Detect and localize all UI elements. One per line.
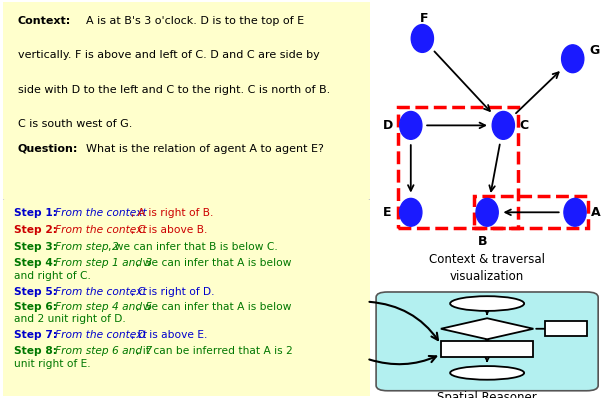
FancyBboxPatch shape bbox=[545, 322, 586, 336]
Text: Step 5:: Step 5: bbox=[14, 287, 57, 297]
Circle shape bbox=[564, 198, 586, 226]
Text: C: C bbox=[519, 119, 528, 132]
Text: Step 3:: Step 3: bbox=[14, 242, 57, 252]
Text: From step 4 and 5: From step 4 and 5 bbox=[55, 302, 152, 312]
Text: Context & traversal: Context & traversal bbox=[429, 253, 545, 266]
FancyBboxPatch shape bbox=[0, 197, 373, 398]
Text: , A is right of B.: , A is right of B. bbox=[132, 208, 214, 218]
Text: From the context: From the context bbox=[55, 225, 147, 235]
Text: , C is above B.: , C is above B. bbox=[132, 225, 208, 235]
Text: F: F bbox=[420, 12, 429, 25]
Text: From step 6 and 7: From step 6 and 7 bbox=[55, 346, 152, 356]
Circle shape bbox=[400, 111, 422, 139]
Text: What is the relation of agent A to agent E?: What is the relation of agent A to agent… bbox=[86, 144, 323, 154]
Text: G: G bbox=[589, 43, 599, 57]
Text: Step 2:: Step 2: bbox=[14, 225, 57, 235]
Text: Context:: Context: bbox=[18, 16, 71, 26]
Text: Question:: Question: bbox=[18, 144, 78, 154]
Circle shape bbox=[400, 198, 422, 226]
Text: and right of C.: and right of C. bbox=[14, 271, 91, 281]
Ellipse shape bbox=[450, 296, 524, 311]
FancyArrowPatch shape bbox=[370, 302, 438, 340]
Circle shape bbox=[476, 198, 498, 226]
FancyBboxPatch shape bbox=[376, 292, 598, 391]
Circle shape bbox=[411, 25, 434, 53]
Text: , it can be inferred that A is 2: , it can be inferred that A is 2 bbox=[136, 346, 293, 356]
Ellipse shape bbox=[450, 366, 524, 380]
Text: side with D to the left and C to the right. C is north of B.: side with D to the left and C to the rig… bbox=[18, 85, 330, 95]
Text: unit right of E.: unit right of E. bbox=[14, 359, 91, 369]
Polygon shape bbox=[441, 318, 533, 339]
Text: E: E bbox=[383, 206, 391, 219]
Text: Step 7:: Step 7: bbox=[14, 330, 57, 340]
Text: B: B bbox=[478, 235, 487, 248]
Text: , we can infer that B is below C.: , we can infer that B is below C. bbox=[108, 242, 278, 252]
Text: From the context: From the context bbox=[55, 208, 147, 218]
FancyBboxPatch shape bbox=[0, 0, 373, 201]
FancyArrowPatch shape bbox=[369, 356, 436, 364]
Text: A is at B's 3 o'clock. D is to the top of E: A is at B's 3 o'clock. D is to the top o… bbox=[86, 16, 304, 26]
Text: Step 4:: Step 4: bbox=[14, 258, 57, 268]
Text: A: A bbox=[591, 206, 601, 219]
Text: visualization: visualization bbox=[450, 270, 524, 283]
Text: , we can infer that A is below: , we can infer that A is below bbox=[136, 302, 292, 312]
Text: C is south west of G.: C is south west of G. bbox=[18, 119, 132, 129]
Text: Step 1:: Step 1: bbox=[14, 208, 57, 218]
Text: vertically. F is above and left of C. D and C are side by: vertically. F is above and left of C. D … bbox=[18, 50, 320, 60]
Text: and 2 unit right of D.: and 2 unit right of D. bbox=[14, 314, 126, 324]
Text: Step 8:: Step 8: bbox=[14, 346, 57, 356]
Text: D: D bbox=[383, 119, 393, 132]
Text: From step 2: From step 2 bbox=[55, 242, 118, 252]
Text: , C is right of D.: , C is right of D. bbox=[132, 287, 215, 297]
Text: Step 6:: Step 6: bbox=[14, 302, 57, 312]
Text: From the context: From the context bbox=[55, 287, 147, 297]
Circle shape bbox=[562, 45, 584, 73]
Text: From the context: From the context bbox=[55, 330, 147, 340]
Text: , D is above E.: , D is above E. bbox=[132, 330, 208, 340]
Text: , we can infer that A is below: , we can infer that A is below bbox=[136, 258, 292, 268]
Text: From step 1 and 3: From step 1 and 3 bbox=[55, 258, 152, 268]
Text: Spatial Reasoner: Spatial Reasoner bbox=[437, 391, 537, 398]
Circle shape bbox=[492, 111, 515, 139]
FancyBboxPatch shape bbox=[441, 341, 533, 357]
